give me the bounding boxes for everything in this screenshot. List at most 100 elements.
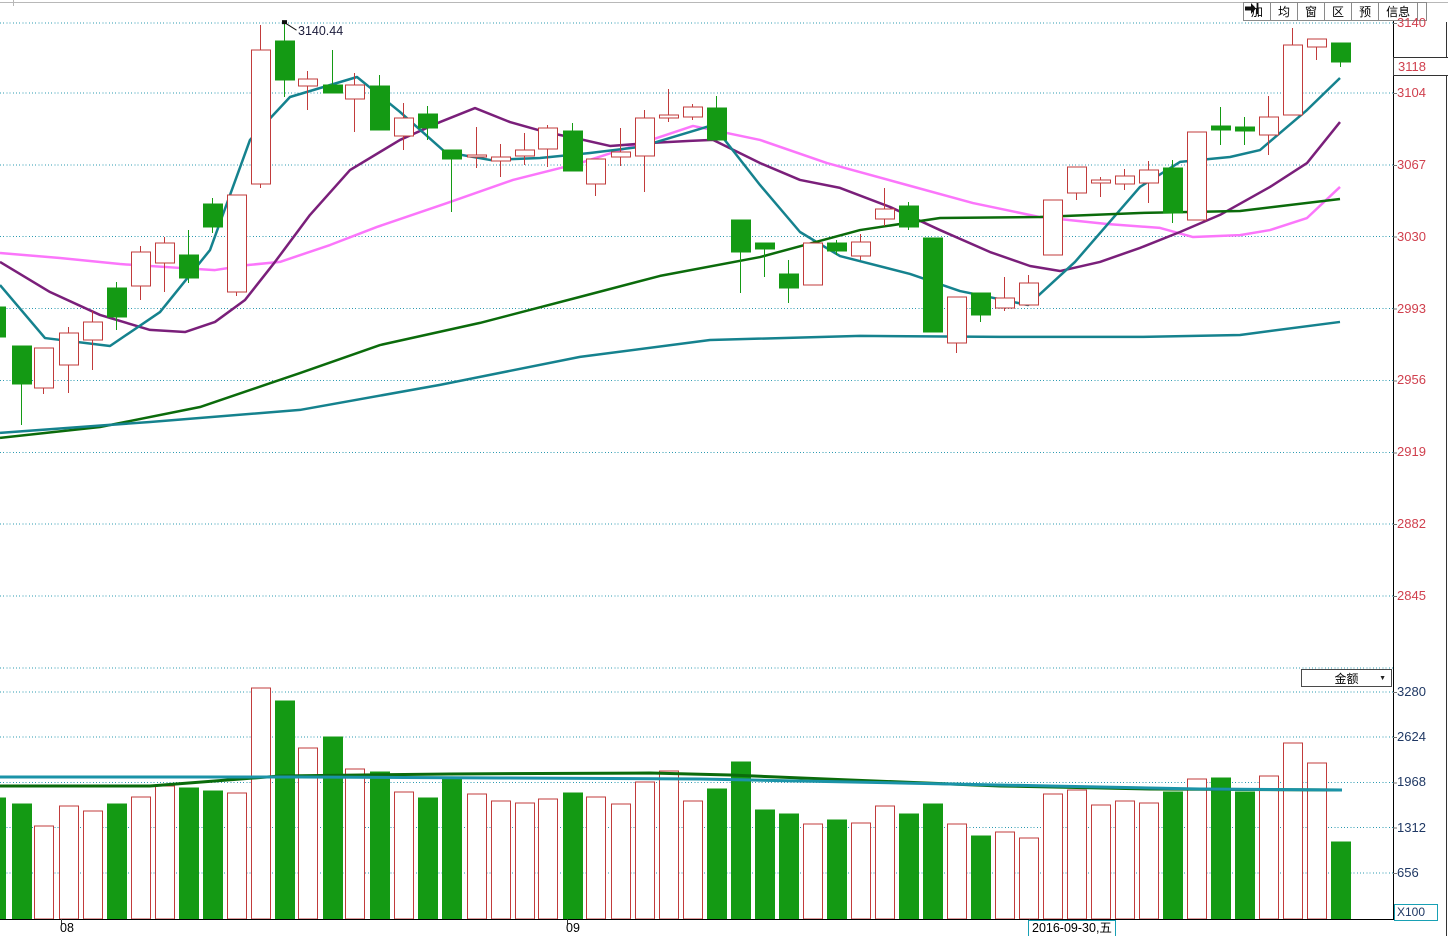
volume-bar — [34, 825, 54, 920]
candle-body — [515, 149, 535, 157]
volume-bar — [1019, 837, 1039, 920]
gridlines — [0, 22, 1393, 874]
volume-bar — [995, 831, 1015, 920]
volume-bar — [1115, 800, 1135, 920]
candle-body — [731, 219, 751, 253]
volume-bar — [1139, 802, 1159, 920]
candle-body — [611, 151, 631, 158]
volume-bar — [875, 805, 895, 920]
candle-body — [899, 205, 919, 228]
candle-body — [298, 78, 318, 87]
volume-bar — [467, 793, 487, 920]
candle-body — [442, 149, 462, 160]
candle-body — [1235, 126, 1255, 132]
price-axis-label: 3067 — [1397, 156, 1426, 172]
volume-indicator-dropdown[interactable]: 金额 ▼ — [1301, 669, 1392, 687]
volume-bar — [1283, 742, 1303, 920]
volume-bar — [851, 822, 871, 920]
volume-multiplier-value: X100 — [1397, 905, 1426, 919]
volume-bars — [0, 687, 1351, 920]
candle-body — [227, 194, 247, 293]
volume-bar — [803, 823, 823, 920]
candle-body — [155, 242, 175, 264]
candle-body — [827, 242, 847, 252]
candle-body — [275, 40, 295, 81]
price-axis-label: 3030 — [1397, 228, 1426, 244]
toolbar-button-window[interactable]: 窗 — [1297, 2, 1326, 21]
candle-body — [971, 292, 991, 316]
price-axis-label: 2993 — [1397, 300, 1426, 316]
volume-bar — [1259, 775, 1279, 920]
candlestick-layer — [0, 22, 1351, 425]
candle-body — [538, 127, 558, 150]
volume-bar — [394, 791, 414, 920]
volume-bar — [683, 800, 703, 920]
toolbar-button-average[interactable]: 均 — [1270, 2, 1299, 21]
candle-body — [370, 85, 390, 131]
candle-body — [586, 158, 606, 185]
annotation-marker — [282, 20, 297, 31]
volume-bar — [323, 736, 343, 920]
candle-body — [1187, 131, 1207, 221]
volume-axis-label: 1312 — [1397, 819, 1426, 835]
toolbar-button-region[interactable]: 区 — [1324, 2, 1353, 21]
volume-bar — [131, 796, 151, 920]
candle-body — [394, 117, 414, 137]
volume-bar — [83, 810, 103, 920]
volume-bar — [707, 788, 727, 920]
vol-ma-teal — [0, 775, 1343, 792]
volume-bar — [370, 771, 390, 920]
candle-body — [1307, 38, 1327, 48]
volume-bar — [538, 798, 558, 920]
volume-bar — [107, 803, 127, 920]
candle-body — [59, 332, 79, 366]
candle-body — [803, 242, 823, 286]
candle-body — [83, 321, 103, 341]
candle-body — [1019, 282, 1039, 306]
volume-bar — [203, 790, 223, 920]
volume-bar — [1235, 791, 1255, 920]
volume-bar — [515, 802, 535, 920]
volume-bar — [899, 813, 919, 920]
volume-indicator-label: 金额 — [1334, 671, 1359, 686]
volume-bar — [155, 785, 175, 920]
price-axis-label: 3104 — [1397, 84, 1426, 100]
volume-bar — [59, 805, 79, 920]
volume-axis-label: 2624 — [1397, 729, 1426, 745]
volume-bar — [298, 747, 318, 920]
candle-body — [203, 203, 223, 228]
volume-bar — [947, 823, 967, 920]
volume-bar — [635, 781, 655, 920]
ma-purple — [0, 106, 1341, 334]
volume-bar — [755, 809, 775, 920]
candle-body — [635, 117, 655, 157]
price-axis-label: 2845 — [1397, 588, 1426, 603]
price-axis-label: 2956 — [1397, 372, 1426, 388]
ma-pink — [0, 124, 1341, 272]
volume-axis-label: 656 — [1397, 864, 1419, 880]
volume-bar — [1043, 793, 1063, 920]
volume-bar — [827, 819, 847, 920]
candle-body — [179, 254, 199, 279]
volume-axis-label: 3280 — [1397, 683, 1426, 699]
volume-bar — [971, 835, 991, 920]
candle-body — [107, 287, 127, 318]
candle-body — [418, 113, 438, 129]
time-axis-label: 09 — [566, 921, 580, 935]
volume-bar — [1163, 791, 1183, 920]
volume-ma-lines — [0, 771, 1343, 792]
candle-body — [923, 237, 943, 333]
volume-bar — [1067, 789, 1087, 920]
scroll-right-to-end-button[interactable] — [1245, 2, 1428, 21]
candle-body — [707, 107, 727, 141]
volume-bar — [442, 778, 462, 920]
candle-body — [1043, 199, 1063, 256]
volume-bar — [1331, 841, 1351, 920]
toolbar-button-forecast[interactable]: 预 — [1351, 2, 1380, 21]
time-axis-label: 2016-09-30,五 — [1028, 920, 1116, 936]
candle-body — [251, 49, 271, 185]
volume-axis-label: 1968 — [1397, 774, 1426, 790]
